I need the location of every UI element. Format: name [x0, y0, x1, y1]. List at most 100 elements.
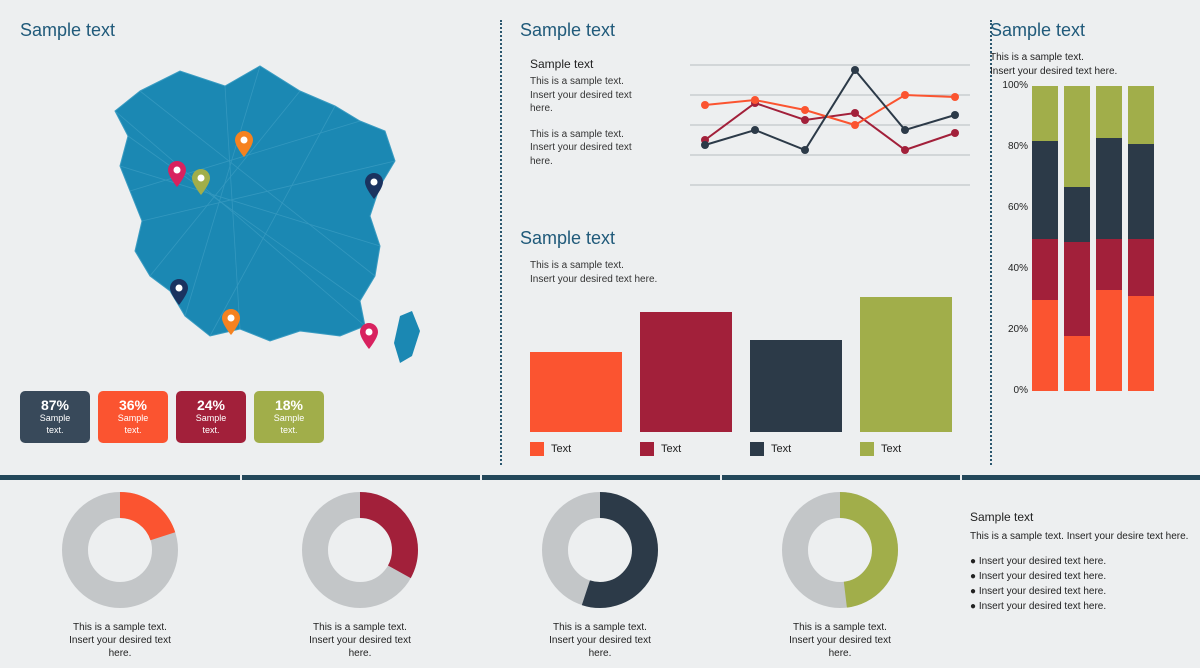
bar	[530, 352, 622, 432]
stacked-panel: Sample text This is a sample text.Insert…	[980, 0, 1180, 475]
stat-label: Sampletext.	[118, 413, 149, 435]
corsica	[394, 311, 420, 363]
bt-bullet: Insert your desired text here.	[970, 584, 1190, 599]
stacked-segment	[1096, 239, 1122, 291]
stacked-segment	[1032, 86, 1058, 141]
stacked-bar	[1096, 86, 1122, 391]
map-pin-icon	[168, 161, 186, 187]
stat-label: Sampletext.	[274, 413, 305, 435]
legend-item: Text	[530, 442, 622, 456]
stacked-segment	[1064, 187, 1090, 242]
donut-chart	[60, 490, 180, 610]
axis-label: 0%	[990, 385, 1028, 396]
bar-legend: Text Text Text Text	[530, 442, 970, 456]
bt-title: Sample text	[970, 510, 1190, 524]
france-shape	[50, 51, 450, 371]
donut-desc: This is a sample text.Insert your desire…	[0, 621, 240, 660]
map-pin-icon	[360, 323, 378, 349]
axis-label: 60%	[990, 202, 1028, 213]
legend-item: Text	[640, 442, 732, 456]
line-desc2: This is a sample text. Insert your desir…	[530, 128, 650, 169]
stacked-segment	[1128, 86, 1154, 144]
legend-swatch	[640, 442, 654, 456]
stat-box: 18%Sampletext.	[254, 391, 324, 443]
bt-bullet: Insert your desired text here.	[970, 554, 1190, 569]
stat-pct: 36%	[98, 397, 168, 413]
stat-pct: 87%	[20, 397, 90, 413]
legend-swatch	[750, 442, 764, 456]
donut-desc: This is a sample text.Insert your desire…	[240, 621, 480, 660]
bar	[750, 340, 842, 432]
bar	[640, 312, 732, 432]
stat-pct: 24%	[176, 397, 246, 413]
axis-label: 20%	[990, 324, 1028, 335]
bt-desc: This is a sample text. Insert your desir…	[970, 530, 1190, 544]
stacked-bar	[1064, 86, 1090, 391]
stat-label: Sampletext.	[40, 413, 71, 435]
stacked-segment	[1032, 239, 1058, 300]
stat-box: 36%Sampletext.	[98, 391, 168, 443]
stat-box: 24%Sampletext.	[176, 391, 246, 443]
bar	[860, 297, 952, 432]
donut-chart	[780, 490, 900, 610]
axis-label: 40%	[990, 263, 1028, 274]
stacked-chart: 100%80%60%40%20%0%	[990, 86, 1170, 416]
line-chart	[690, 55, 970, 195]
bottom-text-panel: Sample text This is a sample text. Inser…	[960, 480, 1200, 668]
stat-label: Sampletext.	[196, 413, 227, 435]
legend-swatch	[530, 442, 544, 456]
stacked-bar	[1032, 86, 1058, 391]
stacked-segment	[1096, 86, 1122, 138]
donut-cell: This is a sample text.Insert your desire…	[720, 480, 960, 668]
stacked-segment	[1096, 138, 1122, 239]
stacked-segment	[1128, 296, 1154, 391]
donut-desc: This is a sample text.Insert your desire…	[720, 621, 960, 660]
legend-label: Text	[551, 443, 571, 455]
stacked-segment	[1032, 300, 1058, 392]
stacked-segment	[1128, 144, 1154, 239]
legend-label: Text	[771, 443, 791, 455]
legend-label: Text	[881, 443, 901, 455]
legend-item: Text	[860, 442, 952, 456]
donut-cell: This is a sample text.Insert your desire…	[0, 480, 240, 668]
map-title: Sample text	[20, 20, 490, 41]
stacked-segment	[1096, 290, 1122, 391]
line-sub: Sample text	[530, 57, 680, 71]
donut-chart	[540, 490, 660, 610]
bar-chart	[530, 292, 970, 432]
stat-pct: 18%	[254, 397, 324, 413]
donut-cell: This is a sample text.Insert your desire…	[480, 480, 720, 668]
map-pin-icon	[192, 169, 210, 195]
france-map	[20, 51, 480, 371]
map-pin-icon	[365, 173, 383, 199]
stacked-segment	[1064, 86, 1090, 187]
map-pin-icon	[222, 309, 240, 335]
line-desc1: This is a sample text. Insert your desir…	[530, 75, 650, 116]
legend-swatch	[860, 442, 874, 456]
donut-chart	[300, 490, 420, 610]
stat-box: 87%Sampletext.	[20, 391, 90, 443]
map-pin-icon	[235, 131, 253, 157]
stacked-segment	[1064, 242, 1090, 337]
stacked-segment	[1064, 336, 1090, 391]
bar-title: Sample text	[520, 228, 970, 249]
donut-cell: This is a sample text.Insert your desire…	[240, 480, 480, 668]
map-panel: Sample text 87%Samp	[0, 0, 500, 475]
axis-label: 80%	[990, 141, 1028, 152]
donut-desc: This is a sample text.Insert your desire…	[480, 621, 720, 660]
line-title: Sample text	[520, 20, 970, 41]
bt-list: Insert your desired text here.Insert you…	[970, 554, 1190, 614]
bt-bullet: Insert your desired text here.	[970, 599, 1190, 614]
map-pin-icon	[170, 279, 188, 305]
stacked-desc: This is a sample text.Insert your desire…	[990, 51, 1170, 78]
stacked-bar	[1128, 86, 1154, 391]
legend-item: Text	[750, 442, 842, 456]
axis-label: 100%	[990, 80, 1028, 91]
stacked-segment	[1032, 141, 1058, 239]
bar-desc: This is a sample text.Insert your desire…	[530, 259, 970, 286]
legend-label: Text	[661, 443, 681, 455]
stacked-segment	[1128, 239, 1154, 297]
bt-bullet: Insert your desired text here.	[970, 569, 1190, 584]
stacked-title: Sample text	[990, 20, 1170, 41]
bottom-row: This is a sample text.Insert your desire…	[0, 480, 1200, 668]
